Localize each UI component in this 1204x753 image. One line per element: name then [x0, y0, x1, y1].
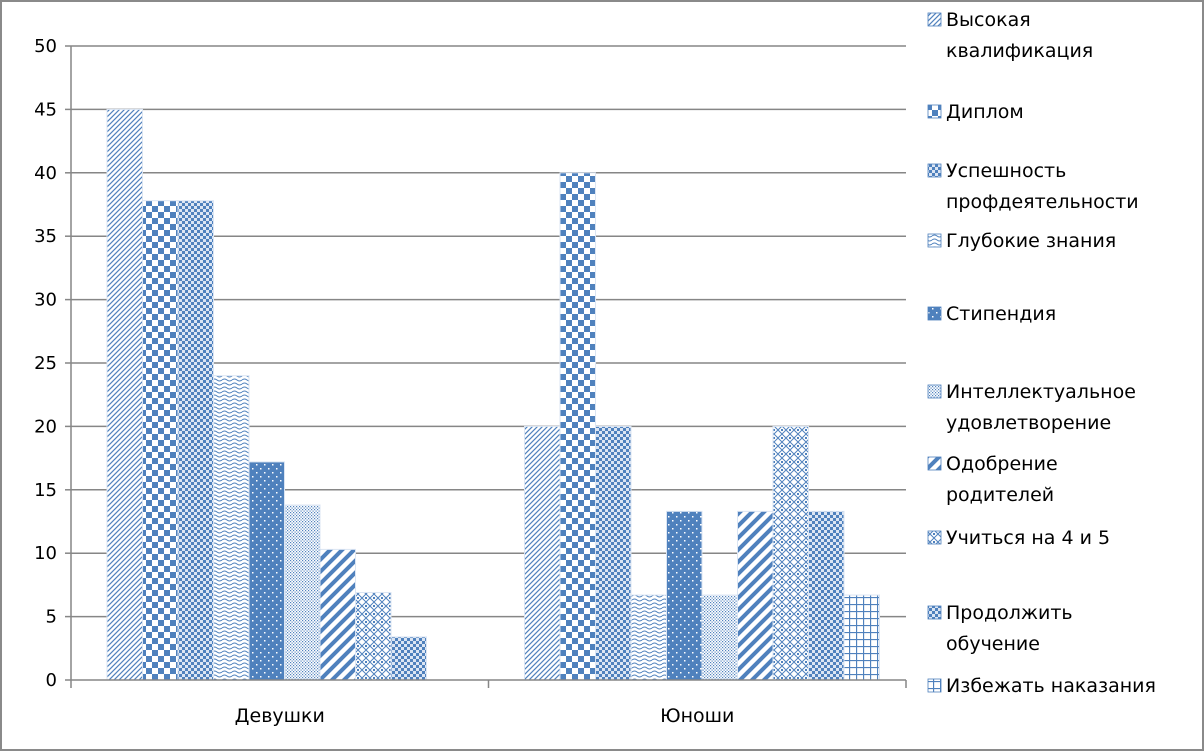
legend-swatch [927, 12, 942, 27]
legend-label: Интеллектуальное удовлетворение [946, 381, 1136, 434]
legend-label: Продолжить обучение [946, 602, 1073, 655]
y-tick-label: 10 [34, 543, 57, 564]
x-category-label: Девушки [235, 705, 325, 727]
y-tick-label: 35 [34, 226, 57, 247]
legend-item: Успешность профдеятельности [927, 160, 1139, 213]
y-tick-label: 40 [34, 163, 57, 184]
y-tick-label: 5 [46, 607, 57, 628]
bar [666, 510, 703, 681]
bar [213, 375, 250, 681]
bar [808, 510, 845, 681]
legend-swatch [927, 306, 942, 321]
legend-swatch [927, 233, 942, 248]
y-tick-label: 50 [34, 36, 57, 57]
bar [630, 594, 667, 681]
bar [177, 200, 214, 681]
bar [595, 425, 632, 681]
y-tick-label: 45 [34, 99, 57, 120]
axes: 0 5 10 15 20 25 30 35 40 45 50 Девушки Юноши [34, 36, 907, 727]
legend-item: Учиться на 4 и 5 [927, 527, 1110, 549]
bar [524, 425, 561, 681]
bar [772, 425, 809, 681]
legend-item: Избежать наказания [927, 675, 1156, 697]
bars [106, 108, 880, 681]
legend-swatch [927, 163, 942, 178]
bar [106, 108, 143, 681]
bar [559, 172, 596, 681]
bar [248, 461, 285, 681]
bar [701, 594, 738, 681]
legend-label: Диплом [946, 101, 1024, 123]
bar [319, 548, 356, 681]
bar [355, 592, 392, 681]
legend-item: Продолжить обучение [927, 602, 1073, 655]
y-tick-label: 0 [46, 670, 57, 691]
legend-label: Избежать наказания [946, 675, 1156, 697]
y-tick-label: 20 [34, 416, 57, 437]
legend-item: Глубокие знания [927, 230, 1116, 252]
legend-swatch [927, 605, 942, 620]
legend-label: Высокая квалификация [946, 9, 1093, 62]
bar [142, 200, 179, 681]
y-tick-label: 15 [34, 480, 57, 501]
legend-swatch [927, 104, 942, 119]
bar [843, 594, 880, 681]
legend-swatch [927, 530, 942, 545]
legend-label: Учиться на 4 и 5 [946, 527, 1110, 549]
legend-swatch [927, 384, 942, 399]
legend-item: Интеллектуальное удовлетворение [927, 381, 1136, 434]
legend-label: Успешность профдеятельности [946, 160, 1139, 213]
bar [284, 504, 321, 681]
x-category-label: Юноши [660, 705, 734, 727]
legend-label: Одобрение родителей [946, 453, 1058, 506]
legend-item: Стипендия [927, 303, 1056, 325]
bar [390, 636, 427, 681]
legend: Высокая квалификация Диплом Успешность профд… [927, 9, 1156, 697]
legend-item: Одобрение родителей [927, 453, 1058, 506]
bar [737, 510, 774, 681]
y-tick-label: 25 [34, 353, 57, 374]
legend-item: Диплом [927, 101, 1024, 123]
legend-swatch [927, 456, 942, 471]
legend-label: Стипендия [946, 303, 1056, 325]
legend-label: Глубокие знания [946, 230, 1116, 252]
legend-swatch [927, 678, 942, 693]
y-tick-label: 30 [34, 290, 57, 311]
legend-item: Высокая квалификация [927, 9, 1093, 62]
